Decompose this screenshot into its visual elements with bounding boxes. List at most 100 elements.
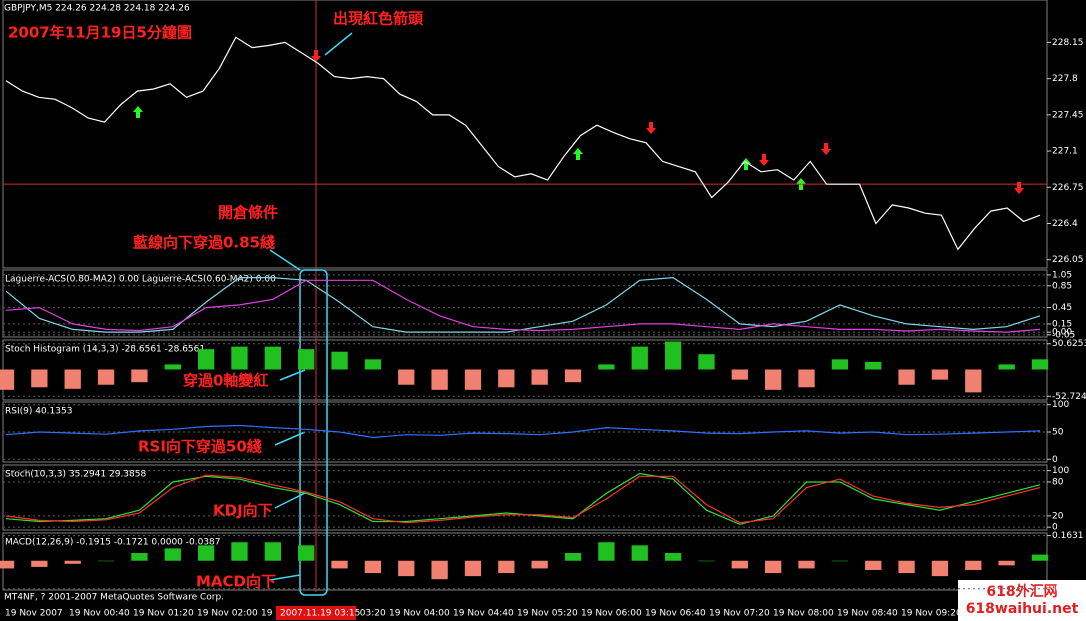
time-label: 19 Nov 2007 <box>5 609 63 619</box>
histogram-bar <box>464 369 482 390</box>
histogram-bar <box>498 560 515 574</box>
histogram-bar <box>998 560 1015 566</box>
histogram-bar <box>398 369 415 385</box>
series-line <box>5 424 1041 439</box>
histogram-bar <box>231 346 248 370</box>
copyright: MT4NF, ? 2001-2007 MetaQuotes Software C… <box>4 593 224 603</box>
cursor-time-box <box>276 606 356 620</box>
time-label: 19 Nov 04:40 <box>453 609 514 619</box>
time-label: 19 Nov 05:20 <box>517 609 578 619</box>
y-tick-label: 0.85 <box>1052 281 1072 291</box>
histogram-bar <box>197 349 215 370</box>
histogram-bar <box>498 369 515 388</box>
histogram-bar <box>831 560 849 562</box>
y-tick-label: -0.05 <box>1052 330 1075 340</box>
symbol-line: GBPJPY,M5 224.26 224.28 224.18 224.26 <box>4 4 190 14</box>
histogram-bar <box>931 560 949 577</box>
histogram-bar <box>164 364 181 370</box>
histogram-bar <box>131 553 148 561</box>
y-tick-label: 0 <box>1052 455 1058 465</box>
histogram-bar <box>1031 554 1049 561</box>
panel-label: MACD(12,26,9) -0.1915 -0.1721 0.0000 -0.… <box>5 538 221 548</box>
histogram-bar <box>798 560 815 569</box>
panel-label: Stoch(10,3,3) 35.2941 29.3858 <box>5 470 146 480</box>
y-tick-label: 1.05 <box>1052 270 1072 280</box>
histogram-bar <box>965 369 982 393</box>
y-tick-label: 0.00 <box>1052 328 1072 338</box>
time-label: 19 Nov 01:20 <box>133 609 194 619</box>
histogram-bar <box>965 560 982 570</box>
y-tick-label: 80 <box>1052 477 1064 487</box>
time-label: 19 Nov 08:00 <box>773 609 834 619</box>
histogram-bar <box>698 560 715 562</box>
histogram-bar <box>898 560 915 574</box>
histogram-bar <box>598 364 615 370</box>
y-tick-label: 0.15 <box>1052 319 1072 329</box>
histogram-bar <box>331 560 348 569</box>
annotation: MACD向下 <box>196 573 276 591</box>
histogram-bar <box>998 364 1015 370</box>
histogram-bar <box>197 545 215 561</box>
panel-label: RSI(9) 40.1353 <box>5 407 72 417</box>
panel-frame <box>2 0 1048 269</box>
histogram-bar <box>631 346 648 370</box>
histogram-bar <box>731 369 748 380</box>
y-tick-label: 226.05 <box>1052 255 1084 265</box>
histogram-bar <box>865 361 882 370</box>
y-tick-label: 226.4 <box>1052 219 1078 229</box>
histogram-bar <box>0 560 15 569</box>
histogram-bar <box>898 369 915 385</box>
histogram-bar <box>97 560 115 562</box>
time-label: 19 Nov 04:00 <box>389 609 450 619</box>
histogram-bar <box>531 560 548 569</box>
histogram-bar <box>664 553 682 561</box>
annotation: 穿過0軸變紅 <box>183 372 268 390</box>
time-label: 19 Nov 08:40 <box>837 609 898 619</box>
y-tick-label: 100 <box>1052 466 1069 476</box>
callout-line <box>269 249 301 271</box>
annotation: 出現紅色箭頭 <box>333 10 424 28</box>
histogram-bar <box>231 542 248 561</box>
y-tick-label: 0.1631 <box>1052 531 1084 541</box>
histogram-bar <box>765 369 782 390</box>
series-line <box>5 279 1041 333</box>
panel-label: Laguerre-ACS(0.80-MA2) 0.00 Laguerre-ACS… <box>5 275 276 285</box>
histogram-bar <box>398 560 415 577</box>
histogram-bar <box>698 354 715 370</box>
histogram-bar <box>1031 359 1049 370</box>
histogram-bar <box>564 369 582 383</box>
histogram-bar <box>731 560 748 569</box>
y-tick-label: 227.8 <box>1052 74 1078 84</box>
histogram-bar <box>97 369 115 385</box>
histogram-bar <box>431 560 448 580</box>
histogram-bar <box>131 369 148 383</box>
y-tick-label: 228.15 <box>1052 38 1084 48</box>
histogram-bar <box>31 369 48 388</box>
histogram-bar <box>164 548 181 561</box>
y-tick-label: 227.45 <box>1052 110 1084 120</box>
series-line <box>5 474 1041 524</box>
histogram-bar <box>464 560 482 577</box>
histogram-bar <box>531 369 548 385</box>
annotation: 開倉條件 <box>218 204 278 222</box>
y-tick-label: 0 <box>1052 523 1058 533</box>
watermark-box <box>958 580 1086 621</box>
histogram-bar <box>765 560 782 574</box>
histogram-bar <box>31 560 48 567</box>
time-label: 19 Nov 00:40 <box>69 609 130 619</box>
time-label: 19 Nov 07:20 <box>709 609 770 619</box>
time-label: 19 Nov 06:40 <box>645 609 706 619</box>
watermark-url: 618waihui.net <box>966 601 1079 617</box>
histogram-bar <box>865 560 882 570</box>
histogram-bar <box>298 349 315 370</box>
time-label: 19 Nov 06:00 <box>581 609 642 619</box>
histogram-bar <box>264 542 281 561</box>
histogram-bar <box>631 545 648 561</box>
sell-arrows <box>311 50 1024 194</box>
histogram-bar <box>931 369 949 380</box>
histogram-bar <box>798 369 815 388</box>
histogram-bar <box>664 341 682 370</box>
panel-frame <box>2 464 1048 531</box>
